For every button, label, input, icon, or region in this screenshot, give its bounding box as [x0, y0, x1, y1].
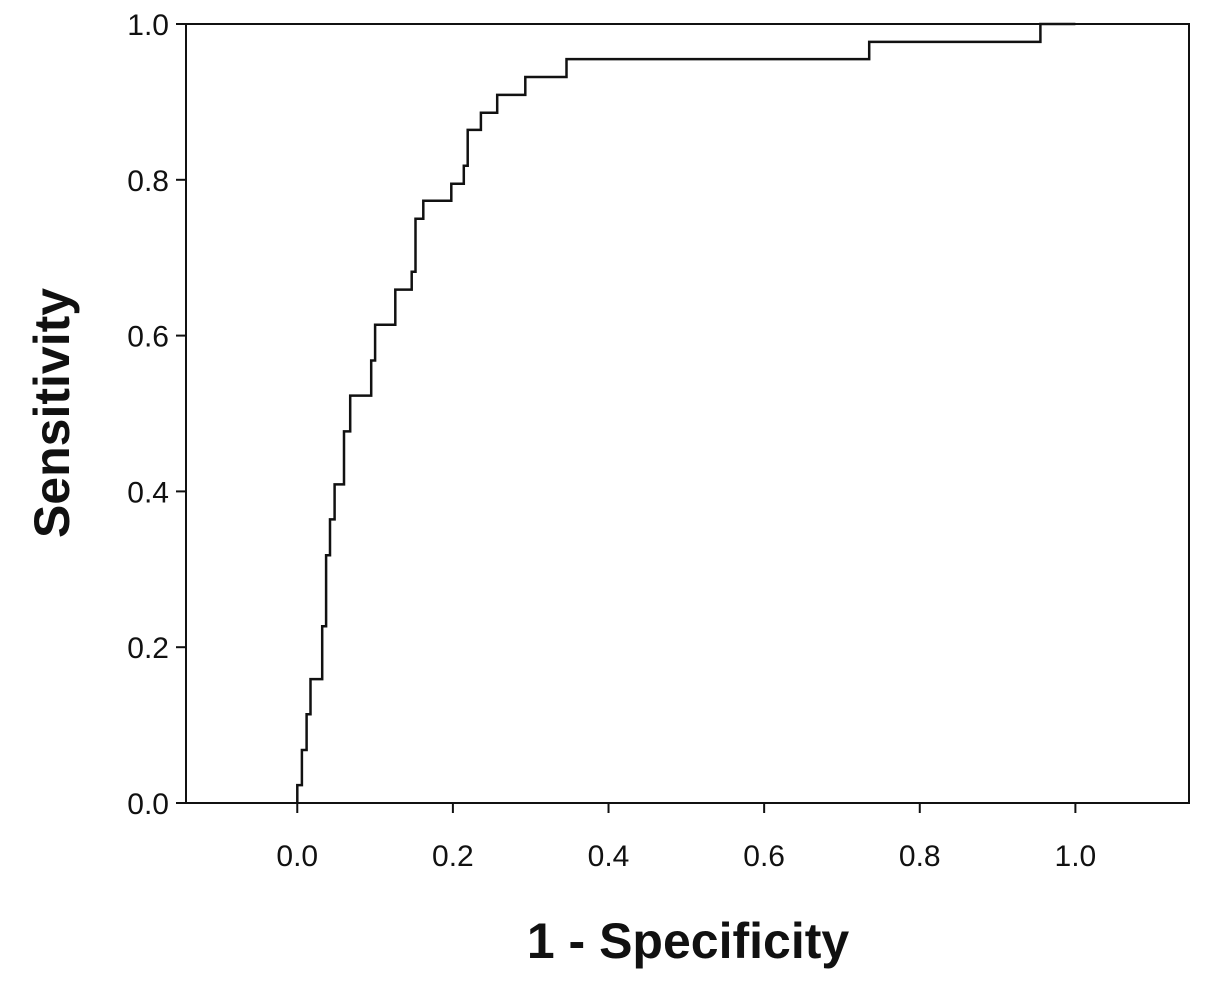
y-axis-title: Sensitivity	[24, 288, 80, 538]
roc-curve-line	[296, 22, 1076, 803]
x-tick-label: 0.8	[899, 840, 941, 873]
y-tick-label: 0.0	[127, 788, 169, 821]
y-tick-label: 0.4	[127, 476, 169, 509]
y-tick-label: 0.6	[127, 321, 169, 354]
y-tick-label: 0.8	[127, 165, 169, 198]
y-tick-label: 1.0	[127, 9, 169, 42]
x-tick-label: 1.0	[1055, 840, 1097, 873]
x-tick-label: 0.6	[743, 840, 785, 873]
plot-frame	[185, 23, 1190, 804]
x-tick-label: 0.0	[276, 840, 318, 873]
x-tick-label: 0.2	[432, 840, 474, 873]
y-tick-label: 0.2	[127, 632, 169, 665]
x-tick-label: 0.4	[588, 840, 630, 873]
x-axis-title: 1 - Specificity	[527, 913, 850, 969]
